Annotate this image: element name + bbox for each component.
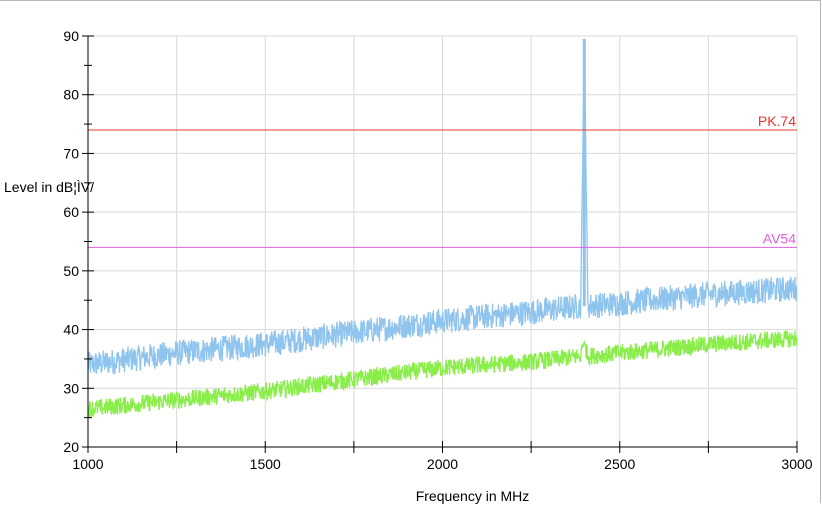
limit-lines: PK.74 AV54 [88, 113, 797, 248]
limit-label: AV54 [763, 230, 796, 246]
x-tick-label: 2000 [427, 456, 458, 472]
y-tick-label: 30 [63, 380, 79, 396]
x-tick-label: 3000 [781, 456, 812, 472]
x-tick-label: 1500 [250, 456, 281, 472]
y-tick-label: 50 [63, 263, 79, 279]
x-axis-title: Frequency in MHz [416, 488, 530, 504]
y-tick-label: 70 [63, 145, 79, 161]
y-tick-label: 40 [63, 322, 79, 338]
series-layer [87, 38, 799, 418]
axes: 20 30 40 50 60 70 80 90 1000 1500 2000 2500 3000 [63, 28, 812, 472]
grid [87, 35, 798, 448]
y-tick-label: 60 [63, 204, 79, 220]
series-line-2 [87, 330, 798, 418]
x-tick-label: 2500 [604, 456, 635, 472]
y-axis-title: Level in dB¦ÌV/ [4, 179, 94, 195]
limit-label: PK.74 [758, 113, 796, 129]
x-tick-label: 1000 [72, 456, 103, 472]
y-tick-label: 90 [63, 28, 79, 44]
series-line-1 [87, 49, 798, 375]
y-tick-label: 20 [63, 439, 79, 455]
y-tick-label: 80 [63, 87, 79, 103]
